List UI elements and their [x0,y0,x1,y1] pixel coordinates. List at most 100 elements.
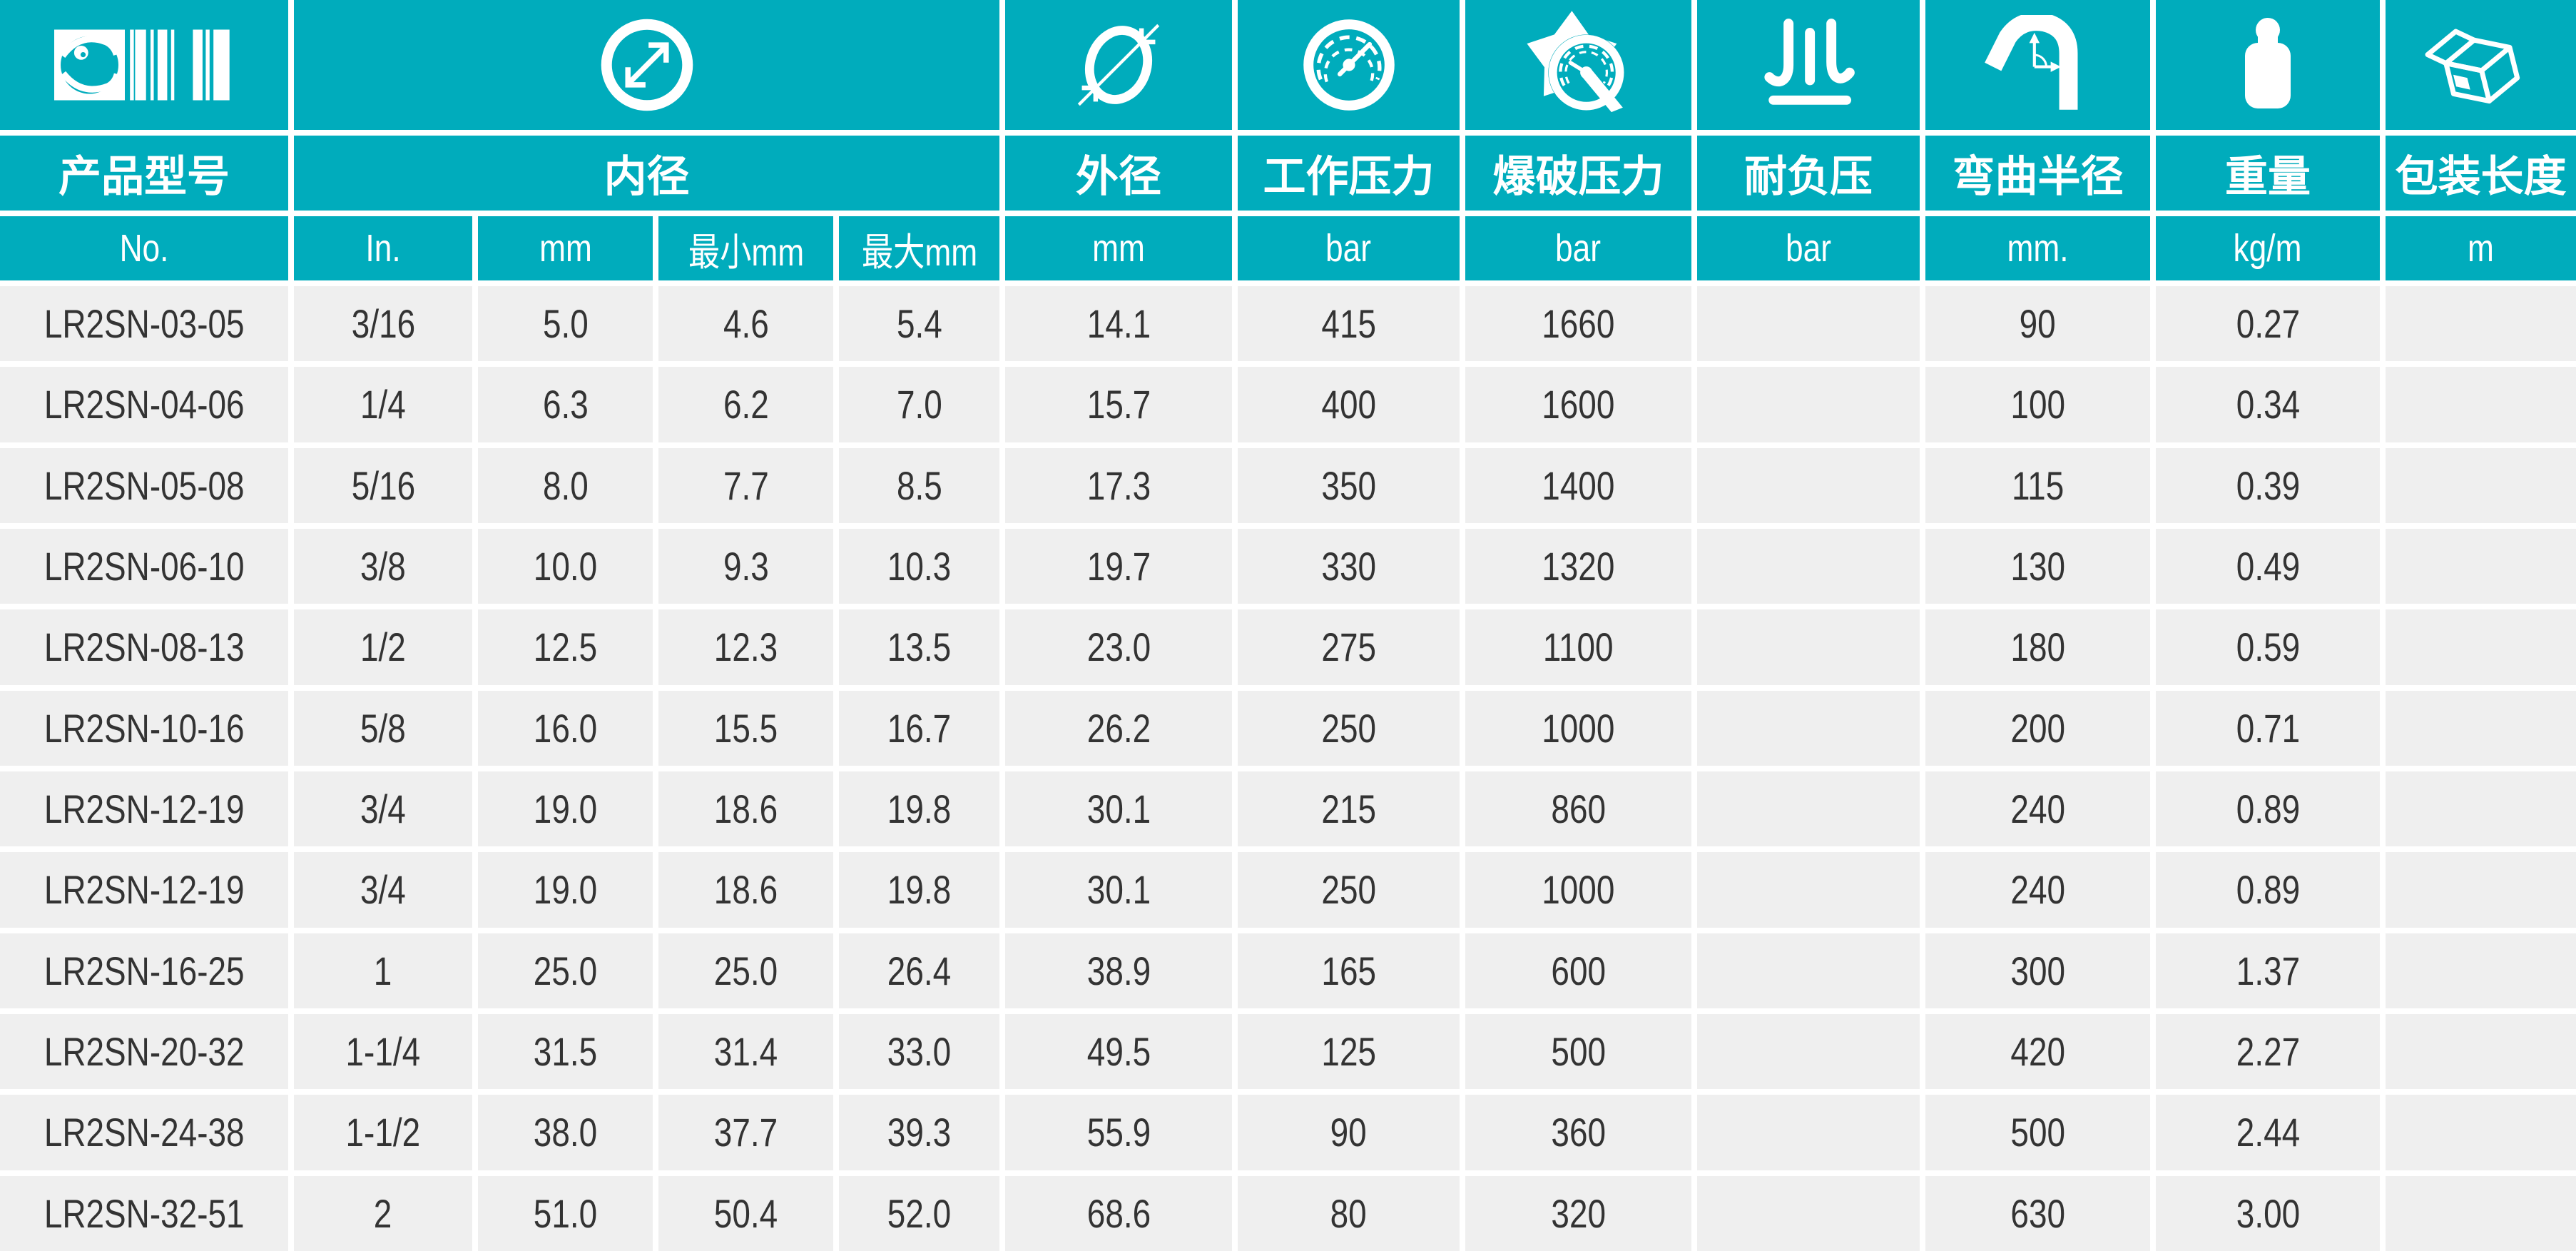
value-cell: 38.9 [1005,933,1232,1008]
value-cell [2386,609,2576,685]
column-group-label: 工作压力 [1263,153,1435,201]
unit-label: mm [1092,227,1145,270]
value-cell: 1 [294,933,472,1008]
cell-text: LR2SN-32-51 [44,1190,245,1236]
value-cell: 180 [1925,609,2150,685]
value-cell: 400 [1238,367,1460,442]
cell-text: LR2SN-12-19 [44,867,245,913]
value-cell: 360 [1465,1095,1691,1170]
value-cell: 125 [1238,1014,1460,1090]
value-cell [1697,529,1920,604]
value-cell: 16.7 [839,690,999,766]
cell-text: 17.3 [1086,462,1151,508]
value-cell [1697,933,1920,1008]
cell-text: 9.3 [723,544,769,589]
value-cell [1697,609,1920,685]
cell-text: 37.7 [713,1110,778,1155]
value-cell: 26.4 [839,933,999,1008]
cell-text: 0.59 [2236,624,2300,670]
value-cell: 19.8 [839,852,999,928]
model-cell: LR2SN-20-32 [0,1014,288,1090]
cell-text: 55.9 [1086,1110,1151,1155]
value-cell: 1.37 [2156,933,2380,1008]
value-cell: 19.8 [839,771,999,847]
value-cell: 330 [1238,529,1460,604]
unit-cell-kgm: kg/m [2156,216,2380,280]
cell-text: 415 [1321,301,1376,347]
cell-text: 0.34 [2236,382,2300,427]
cell-text: 31.5 [533,1029,598,1075]
value-cell: 17.3 [1005,447,1232,523]
cell-text: 4.6 [723,301,769,347]
cell-text: 10.0 [533,544,598,589]
value-cell [2386,286,2576,362]
value-cell: 31.5 [478,1014,653,1090]
value-cell: 38.0 [478,1095,653,1170]
cell-text: 6.2 [723,382,769,427]
cell-text: 19.8 [887,786,952,832]
cell-text: 350 [1321,462,1376,508]
value-cell: 18.6 [658,771,833,847]
cell-text: 250 [1321,867,1376,913]
column-group-burst-pressure: 爆破压力 [1465,136,1691,211]
unit-label: bar [1325,227,1372,270]
cell-text: 10.3 [887,544,952,589]
value-cell: 2 [294,1175,472,1251]
column-group-package-length: 包装长度 [2386,136,2576,211]
value-cell [2386,447,2576,523]
value-cell [1697,771,1920,847]
outer-diameter-icon [1077,24,1160,106]
cell-text: 26.2 [1086,705,1151,751]
cell-text: 250 [1321,705,1376,751]
unit-label: In. [365,227,401,270]
value-cell: 80 [1238,1175,1460,1251]
brand-barcode-icon [54,29,230,101]
cell-text: 26.4 [887,948,952,993]
cell-text: 6.3 [542,382,589,427]
value-cell: 1600 [1465,367,1691,442]
value-cell: 12.5 [478,609,653,685]
value-cell: 6.3 [478,367,653,442]
value-cell: 1320 [1465,529,1691,604]
cell-text: 275 [1321,624,1376,670]
cell-text: 860 [1551,786,1606,832]
cell-text: 1320 [1542,544,1615,589]
column-group-working-pressure: 工作压力 [1238,136,1460,211]
cell-text: 68.6 [1086,1190,1151,1236]
value-cell: 7.0 [839,367,999,442]
unit-label: 最大mm [861,231,977,274]
value-cell: 23.0 [1005,609,1232,685]
model-cell: LR2SN-08-13 [0,609,288,685]
model-cell: LR2SN-05-08 [0,447,288,523]
value-cell: 19.0 [478,852,653,928]
column-group-label: 外径 [1076,153,1161,201]
cell-text: 1000 [1542,867,1615,913]
unit-cell-mm: mm [478,216,653,280]
cell-text: LR2SN-12-19 [44,786,245,832]
value-cell: 200 [1925,690,2150,766]
value-cell [1697,367,1920,442]
vacuum-resistance-header-cell [1697,0,1920,130]
cell-text: 7.7 [723,462,769,508]
value-cell: 320 [1465,1175,1691,1251]
cell-text: 30.1 [1086,867,1151,913]
value-cell: 30.1 [1005,852,1232,928]
cell-text: 7.0 [896,382,942,427]
value-cell: 31.4 [658,1014,833,1090]
value-cell [2386,367,2576,442]
model-cell: LR2SN-04-06 [0,367,288,442]
cell-text: 15.5 [713,705,778,751]
model-cell: LR2SN-32-51 [0,1175,288,1251]
cell-text: 1 [374,948,392,993]
cell-text: 19.0 [533,786,598,832]
value-cell: 215 [1238,771,1460,847]
cell-text: 600 [1551,948,1606,993]
column-group-label: 重量 [2225,153,2311,201]
inner-diameter-header-cell [294,0,999,130]
cell-text: 18.6 [713,786,778,832]
cell-text: 630 [2010,1190,2065,1236]
unit-label: No. [119,227,169,270]
unit-label: 最小mm [688,231,804,274]
value-cell: 10.0 [478,529,653,604]
cell-text: 165 [1321,948,1376,993]
